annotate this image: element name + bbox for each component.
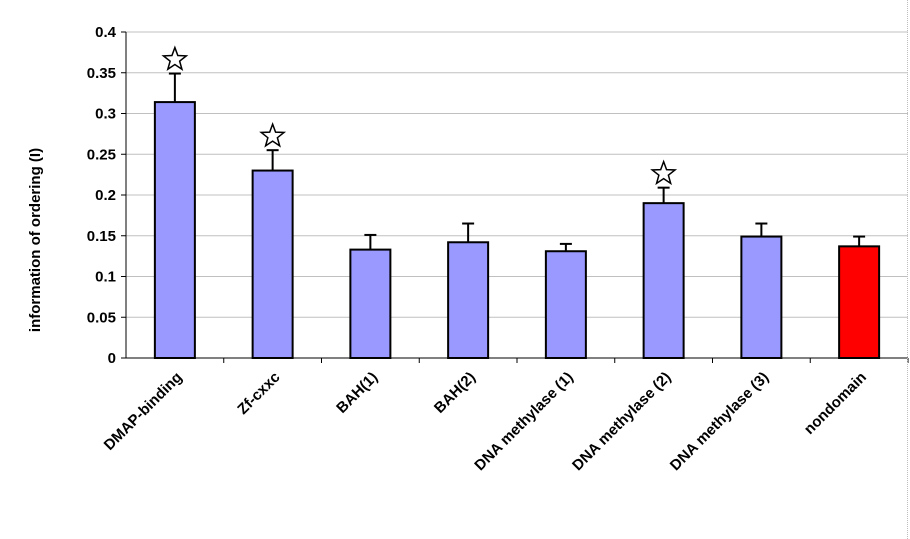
y-tick-label: 0 bbox=[108, 350, 116, 367]
bar bbox=[447, 241, 490, 360]
bar bbox=[251, 169, 294, 359]
error-bars bbox=[168, 72, 866, 252]
x-tick-label: DNA methylase (1) bbox=[471, 369, 576, 474]
x-tick-label: BAH(1) bbox=[333, 369, 381, 417]
bar bbox=[153, 101, 196, 359]
bars bbox=[153, 101, 881, 360]
significance-stars bbox=[161, 45, 678, 186]
bar bbox=[740, 235, 783, 359]
x-tick-label: BAH(2) bbox=[431, 369, 479, 417]
bar bbox=[349, 248, 392, 359]
y-tick-label: 0.4 bbox=[95, 24, 117, 41]
page-edge-divider bbox=[907, 0, 908, 539]
y-axis: 0 0.05 0.1 0.15 0.2 0.25 0.3 0.35 0.4 bbox=[87, 24, 127, 367]
x-tick-label: DNA methylase (2) bbox=[569, 369, 674, 474]
y-tick-label: 0.15 bbox=[87, 228, 116, 245]
y-tick-label: 0.1 bbox=[95, 269, 116, 286]
star-icon bbox=[259, 122, 287, 148]
bar bbox=[642, 202, 685, 359]
y-tick-label: 0.35 bbox=[87, 65, 116, 82]
y-tick-label: 0.05 bbox=[87, 309, 116, 326]
y-tick-label: 0.3 bbox=[95, 106, 116, 123]
gridlines bbox=[126, 31, 908, 318]
y-tick-label: 0.25 bbox=[87, 146, 116, 163]
x-axis: DMAP-binding Zf-cxxc BAH(1) BAH(2)DNA methy… bbox=[101, 357, 909, 474]
bar bbox=[838, 245, 881, 359]
bar bbox=[544, 250, 587, 359]
y-tick-label: 0.2 bbox=[95, 187, 116, 204]
star-icon bbox=[161, 45, 189, 72]
x-tick-label: Zf-cxxc bbox=[234, 369, 283, 418]
x-tick-label: DNA methylase (3) bbox=[667, 369, 772, 474]
x-tick-label: nondomain bbox=[801, 369, 870, 438]
y-axis-label: information of ordering (I) bbox=[27, 148, 44, 332]
x-tick-label: DMAP-binding bbox=[101, 369, 186, 454]
star-icon bbox=[650, 159, 678, 186]
